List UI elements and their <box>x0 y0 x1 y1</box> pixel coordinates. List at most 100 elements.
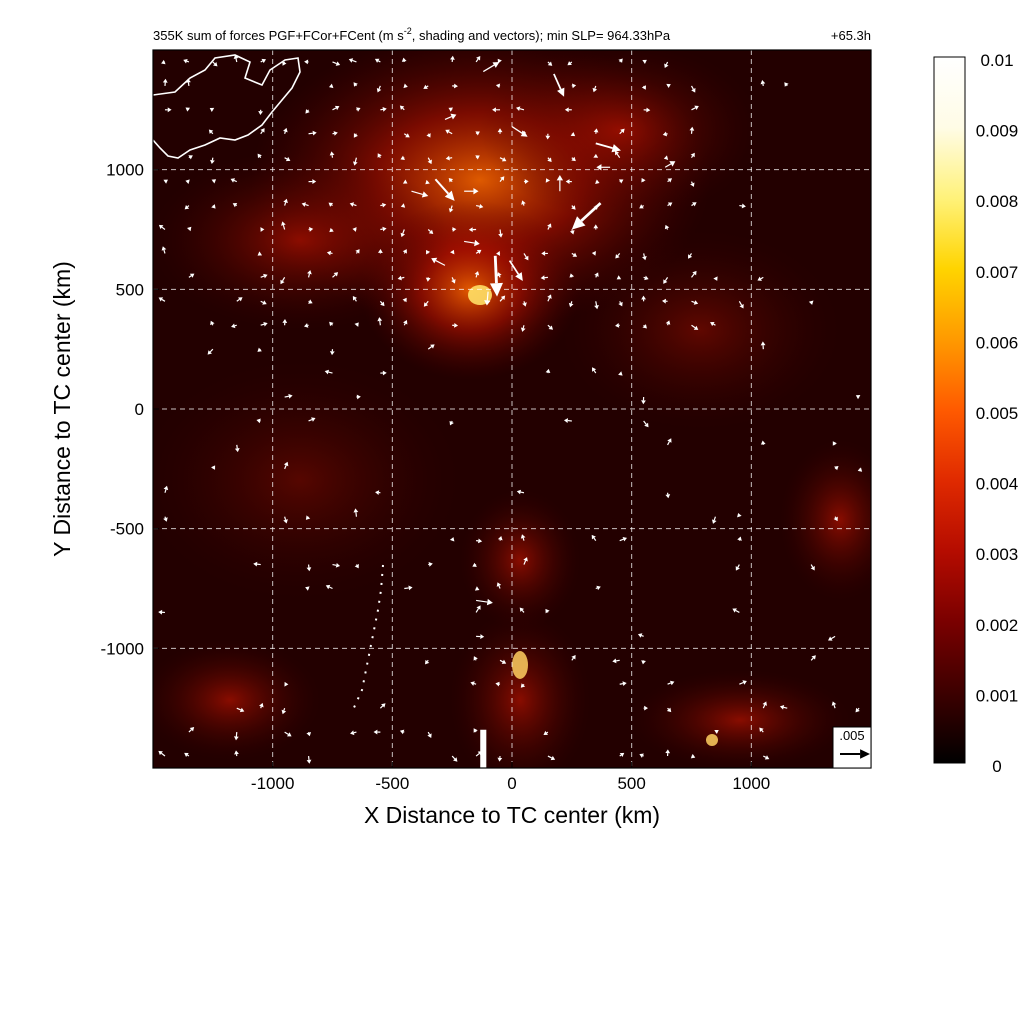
background-vector <box>426 249 431 255</box>
background-vector <box>448 177 454 183</box>
background-vector <box>520 534 526 541</box>
background-vector <box>497 272 502 278</box>
background-vector <box>397 275 405 281</box>
background-vector <box>234 444 240 453</box>
background-vector <box>402 297 407 303</box>
background-vector <box>332 562 341 568</box>
background-vector <box>353 82 358 87</box>
background-vector <box>209 107 215 112</box>
background-vector <box>425 659 430 665</box>
background-vector <box>282 61 287 66</box>
background-vector <box>569 229 575 235</box>
force-vector <box>484 291 491 306</box>
background-vector <box>594 301 599 310</box>
background-vector <box>619 536 627 542</box>
colorbar-tick-label: 0.007 <box>976 263 1019 282</box>
reference-vector-box: .005 <box>832 726 872 769</box>
background-vector <box>643 275 649 281</box>
colorbar-bar <box>933 56 966 764</box>
background-vector <box>664 224 670 230</box>
island-chain <box>351 564 384 713</box>
force-vector <box>571 202 602 230</box>
title-superscript: -2 <box>404 26 412 36</box>
background-vector <box>713 276 718 281</box>
background-vector <box>356 394 361 400</box>
background-vector <box>353 508 359 517</box>
background-vector <box>495 83 501 89</box>
reference-vector-arrow <box>840 749 870 759</box>
background-vector <box>257 347 262 352</box>
background-vector <box>690 753 696 759</box>
background-vector <box>451 277 456 284</box>
background-vector <box>763 755 770 760</box>
background-vector <box>760 80 766 87</box>
background-vector <box>641 397 646 405</box>
background-vector <box>353 133 358 138</box>
background-vector <box>565 179 572 184</box>
background-vector <box>855 707 860 713</box>
colorbar-ticks: 0.01 0.009 0.008 0.007 0.006 0.005 0.004 0.003 0… <box>976 51 1019 776</box>
background-vector <box>308 179 317 184</box>
y-tick-label: 500 <box>116 280 144 299</box>
background-vector <box>402 249 407 254</box>
background-vector <box>332 105 340 111</box>
background-vector <box>236 297 243 302</box>
background-vector <box>642 59 647 64</box>
background-vector <box>183 58 190 64</box>
background-vector <box>665 749 671 757</box>
background-vector <box>545 178 551 183</box>
colorbar-tick-label: 0.006 <box>976 333 1019 352</box>
force-vectors <box>411 61 676 768</box>
background-vector <box>305 515 311 520</box>
background-vector <box>260 128 265 135</box>
background-vector <box>258 109 263 116</box>
background-vector <box>665 492 671 499</box>
background-vector <box>496 251 501 256</box>
coastline <box>153 54 301 159</box>
background-vector <box>618 301 623 307</box>
background-vector <box>210 157 215 165</box>
background-vector <box>757 276 764 281</box>
background-vector <box>810 564 815 571</box>
background-vector <box>619 128 625 135</box>
background-vector <box>234 750 239 757</box>
background-vector <box>831 701 837 709</box>
background-vector <box>690 152 695 159</box>
background-vector <box>211 204 216 209</box>
background-vector <box>283 127 288 134</box>
force-vector <box>595 142 621 153</box>
background-vector <box>474 586 480 591</box>
background-vector <box>161 246 167 254</box>
background-vector <box>499 295 506 302</box>
background-vector <box>449 537 455 542</box>
background-vector <box>377 153 382 159</box>
background-vector <box>380 202 387 208</box>
background-vector <box>592 85 598 93</box>
y-tick-label: 0 <box>135 400 144 419</box>
y-tick-label: -1000 <box>101 639 144 658</box>
background-vector <box>375 490 381 495</box>
background-vector <box>614 150 621 159</box>
background-vector <box>475 155 480 160</box>
background-vector <box>665 320 671 326</box>
x-axis-label: X Distance to TC center (km) <box>364 802 660 828</box>
background-vector <box>326 250 333 256</box>
background-vector <box>476 538 483 544</box>
background-vector <box>352 296 358 302</box>
background-vector <box>376 85 382 93</box>
background-vector <box>423 300 429 307</box>
background-vector <box>399 105 405 111</box>
background-vector <box>497 755 503 762</box>
background-vector <box>450 55 455 63</box>
background-vector <box>563 418 572 423</box>
background-vector <box>184 752 190 758</box>
background-vector <box>452 83 458 89</box>
background-vector <box>571 205 576 210</box>
background-vector <box>571 252 578 257</box>
background-vector <box>329 83 334 89</box>
background-vector <box>571 83 577 89</box>
background-vector <box>828 635 836 641</box>
background-vector <box>308 130 317 136</box>
force-vector <box>664 161 676 168</box>
